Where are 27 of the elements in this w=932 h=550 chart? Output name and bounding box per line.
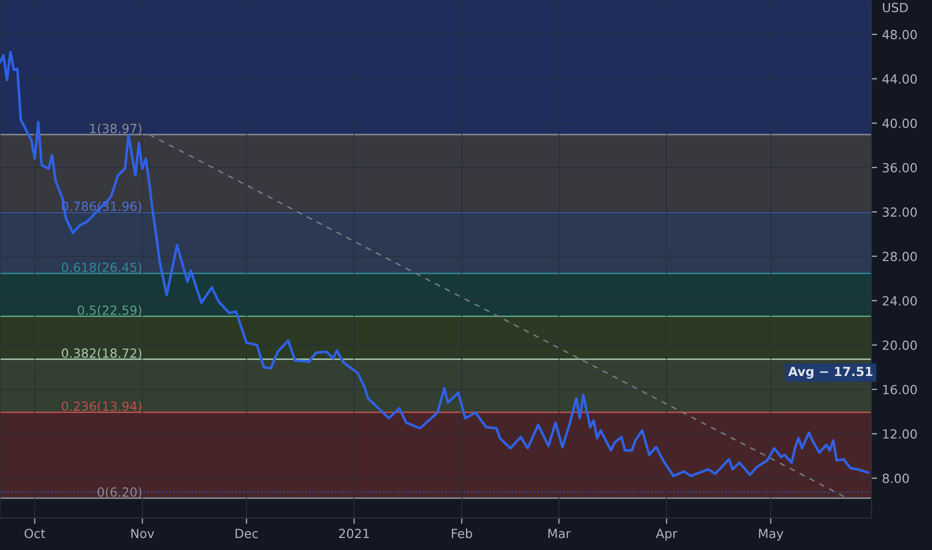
ref-line-label: 0.236(13.94) [62, 401, 142, 412]
y-tick-label: 48.00 [882, 30, 917, 40]
x-tick-label: Apr [656, 528, 678, 541]
ref-line-label: 0.618(26.45) [62, 262, 142, 274]
x-tick-label: May [759, 528, 784, 541]
x-tick-label: Mar [548, 528, 571, 538]
y-tick-label: 20.00 [882, 340, 917, 350]
ref-line-label: 0.5(22.59) [78, 305, 142, 316]
x-tick-label: Oct [24, 528, 46, 538]
y-tick-label: 24.00 [882, 296, 917, 306]
y-tick-label: 28.00 [882, 252, 917, 262]
y-tick-label: 16.00 [883, 384, 917, 394]
y-tick-label: 8.00 [882, 474, 909, 484]
x-tick-label: Feb [452, 528, 472, 538]
y-axis-title: USD [882, 2, 908, 12]
x-tick-label: Nov [131, 528, 154, 538]
x-tick-label: 2021 [339, 528, 369, 538]
y-tick-label: 12.00 [883, 429, 917, 439]
y-tick-label: 32.00 [882, 207, 917, 217]
ref-line-label: Avg − 17.51 [788, 366, 872, 379]
y-tick-label: 40.00 [882, 118, 917, 128]
ref-line-label: 0(6.20) [98, 487, 142, 498]
ref-line-label: 0.382(18.72) [62, 348, 142, 360]
y-tick-label: 44.00 [882, 74, 917, 84]
y-tick-label: 36.00 [882, 162, 917, 172]
x-tick-label: Dec [236, 528, 258, 538]
ref-line-label: 1(38.97) [90, 124, 142, 135]
